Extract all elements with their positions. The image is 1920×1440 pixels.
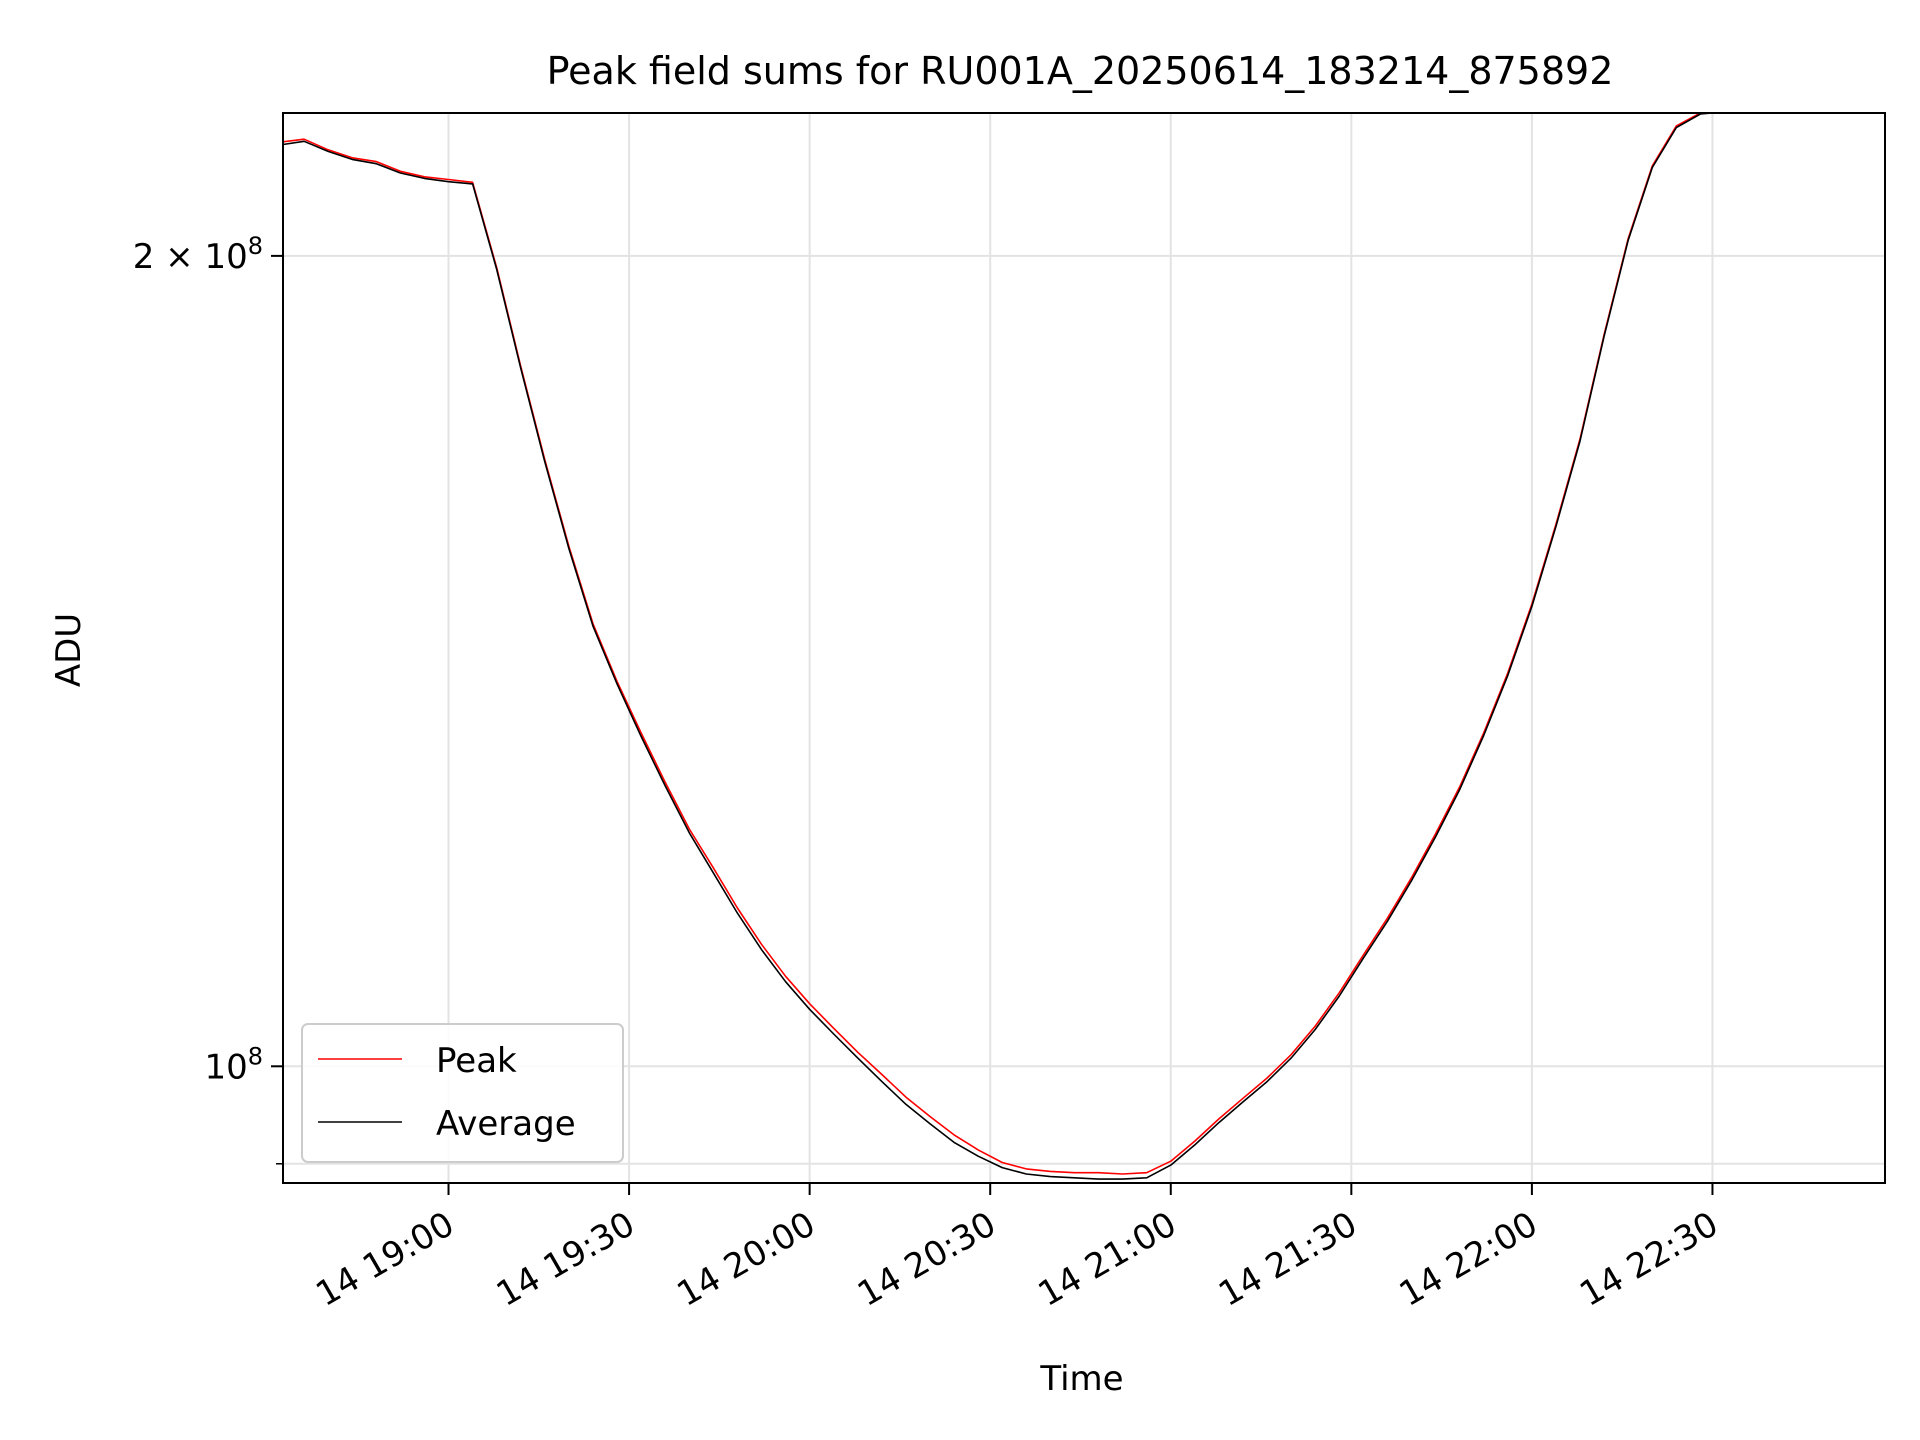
legend-label-average: Average [436,1104,576,1144]
series-lines [282,112,1713,1180]
x-axis-label: Time [1039,1359,1123,1399]
plot-frame [282,112,1886,1184]
legend: Peak Average [301,1023,624,1163]
legend-label-peak: Peak [436,1041,517,1081]
y-axis-label: ADU [49,613,89,687]
chart-title: Peak field sums for RU001A_20250614_1832… [547,49,1614,93]
y-tick-label: 2 × 108 [133,232,263,277]
series-line-average [282,112,1713,1180]
y-tick-label: 108 [204,1042,263,1087]
y-axis-ticks: 108 2 × 108 [133,232,283,1165]
